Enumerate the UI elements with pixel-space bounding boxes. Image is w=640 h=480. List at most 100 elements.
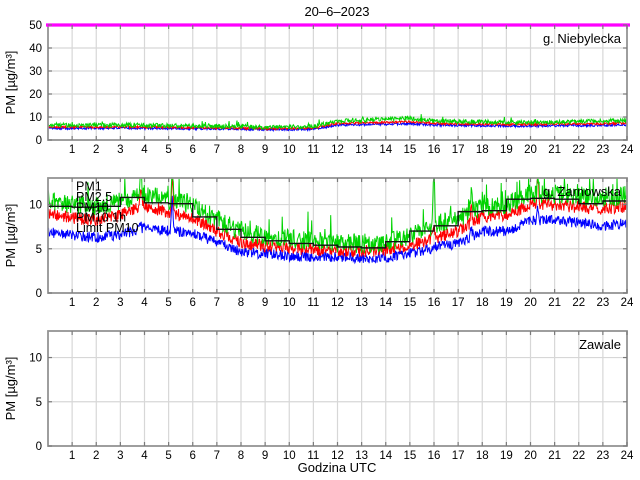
- x-tick-label: 22: [572, 144, 585, 156]
- x-tick-label: 20: [524, 144, 537, 156]
- x-tick-label: 9: [262, 144, 268, 156]
- x-tick-label: 17: [452, 297, 465, 309]
- y-tick-label: 0: [36, 288, 42, 300]
- x-tick-label: 6: [190, 297, 196, 309]
- series-pm1-line: [48, 120, 627, 133]
- legend-label-pm10: PM10: [76, 200, 109, 214]
- series-pm25-line: [48, 119, 627, 132]
- subplot-1: 1 2 3 4 5 6 7 8 9 10 11 12 13 14 15 16 17 18 19 20 21 22 23 240…: [29, 20, 634, 156]
- x-axis-label: Godzina UTC: [298, 460, 377, 475]
- subplot-3: 1 2 3 4 5 6 7 8 9 10 11 12 13 14 15 16 17 18 19 20 21 22 23 240…: [29, 330, 634, 462]
- x-tick-label: 9: [262, 450, 268, 462]
- x-tick-label: 7: [214, 450, 220, 462]
- y-axis-label-subplot-1: PM [µg/m³]: [3, 51, 18, 115]
- x-tick-label: 5: [165, 450, 171, 462]
- y-tick-label: 5: [36, 397, 42, 409]
- y-tick-label: 10: [29, 200, 42, 212]
- x-tick-label: 2: [93, 144, 99, 156]
- x-tick-label: 1: [69, 297, 75, 309]
- x-tick-label: 4: [141, 297, 148, 309]
- station-label-niebylecka: g. Niebylecka: [543, 31, 622, 46]
- x-tick-label: 12: [331, 297, 344, 309]
- x-tick-label: 16: [428, 450, 441, 462]
- series-pm10-line: [48, 114, 627, 131]
- x-tick-label: 23: [596, 297, 609, 309]
- legend-label-pm10-1h: PM10 1h: [76, 211, 126, 225]
- chart-title: 20–6–2023: [304, 4, 369, 19]
- x-tick-label: 18: [476, 450, 489, 462]
- x-tick-label: 7: [214, 297, 220, 309]
- x-tick-label: 24: [621, 297, 634, 309]
- x-tick-label: 21: [548, 450, 561, 462]
- x-tick-label: 11: [307, 144, 319, 156]
- y-tick-label: 0: [36, 135, 42, 147]
- y-axis-label-subplot-2: PM [µg/m³]: [3, 204, 18, 268]
- x-tick-label: 23: [596, 450, 609, 462]
- x-tick-label: 6: [190, 144, 196, 156]
- x-tick-label: 16: [428, 297, 441, 309]
- x-tick-label: 13: [355, 144, 368, 156]
- y-tick-label: 50: [29, 20, 42, 32]
- x-tick-label: 21: [548, 297, 561, 309]
- x-tick-label: 10: [283, 450, 296, 462]
- x-tick-label: 14: [379, 297, 392, 309]
- x-tick-label: 2: [93, 297, 99, 309]
- x-tick-label: 5: [165, 297, 171, 309]
- x-tick-label: 16: [428, 144, 441, 156]
- x-tick-label: 8: [238, 450, 244, 462]
- x-tick-label: 17: [452, 450, 465, 462]
- y-tick-label: 0: [36, 441, 42, 453]
- x-tick-label: 19: [500, 450, 513, 462]
- series-pm10-line: [48, 178, 627, 254]
- x-tick-label: 19: [500, 144, 513, 156]
- y-tick-label: 30: [29, 66, 42, 78]
- y-axis-label-subplot-3: PM [µg/m³]: [3, 357, 18, 421]
- x-tick-label: 13: [355, 450, 368, 462]
- legend-label-pm2-5: PM2.5: [76, 190, 112, 204]
- x-tick-label: 8: [238, 144, 244, 156]
- x-tick-label: 3: [117, 297, 123, 309]
- x-tick-label: 24: [621, 144, 634, 156]
- x-tick-label: 5: [165, 144, 171, 156]
- x-tick-label: 15: [403, 297, 416, 309]
- y-tick-label: 10: [29, 353, 42, 365]
- y-tick-label: 40: [29, 43, 42, 55]
- x-tick-label: 17: [452, 144, 465, 156]
- x-tick-label: 12: [331, 450, 344, 462]
- legend-label-limit-pm10: Limit PM10: [76, 221, 139, 235]
- x-tick-label: 12: [331, 144, 344, 156]
- station-label-zawale: Zawale: [579, 337, 621, 352]
- y-tick-label: 5: [36, 244, 42, 256]
- x-tick-label: 9: [262, 297, 268, 309]
- x-tick-label: 23: [596, 144, 609, 156]
- x-tick-label: 15: [403, 144, 416, 156]
- x-tick-label: 8: [238, 297, 244, 309]
- x-tick-label: 10: [283, 144, 296, 156]
- x-tick-label: 22: [572, 450, 585, 462]
- x-tick-label: 1: [69, 450, 75, 462]
- x-tick-label: 6: [190, 450, 196, 462]
- x-tick-label: 14: [379, 450, 392, 462]
- x-tick-label: 13: [355, 297, 368, 309]
- x-tick-label: 20: [524, 297, 537, 309]
- x-tick-label: 11: [307, 297, 319, 309]
- x-tick-label: 7: [214, 144, 220, 156]
- y-tick-label: 10: [29, 112, 42, 124]
- x-tick-label: 3: [117, 144, 123, 156]
- x-tick-label: 21: [548, 144, 561, 156]
- series-pm10-1h-step-line: [48, 196, 627, 249]
- y-tick-label: 20: [29, 89, 42, 101]
- x-tick-label: 20: [524, 450, 537, 462]
- x-tick-label: 14: [379, 144, 392, 156]
- x-tick-label: 18: [476, 144, 489, 156]
- subplot-2: 1 2 3 4 5 6 7 8 9 10 11 12 13 14 15 16 17 18 19 20 21 22 23 240…: [29, 177, 634, 309]
- legend-label-pm1: PM1: [76, 180, 102, 194]
- x-tick-label: 4: [141, 450, 148, 462]
- x-tick-label: 11: [307, 450, 319, 462]
- x-tick-label: 22: [572, 297, 585, 309]
- x-tick-label: 3: [117, 450, 123, 462]
- x-tick-label: 19: [500, 297, 513, 309]
